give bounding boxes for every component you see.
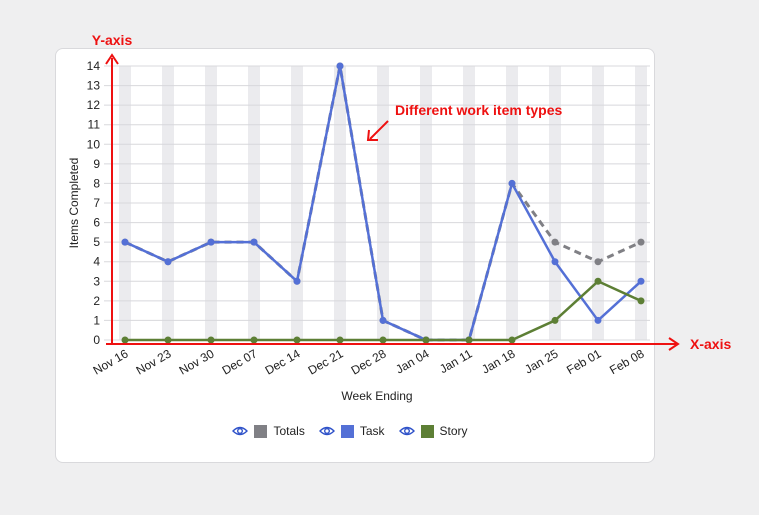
x-axis-title: Week Ending xyxy=(341,389,412,403)
data-point-task xyxy=(551,258,559,266)
x-tick-label: Nov 23 xyxy=(134,346,174,377)
y-tick-label: 13 xyxy=(87,79,101,93)
y-tick-label: 6 xyxy=(93,216,100,230)
y-tick-label: 11 xyxy=(88,118,101,132)
y-tick-label: 0 xyxy=(93,333,100,347)
y-axis-annotation: Y-axis xyxy=(92,32,133,48)
eye-icon[interactable] xyxy=(318,425,335,437)
legend-swatch xyxy=(254,424,268,438)
legend-label: Task xyxy=(359,424,385,438)
y-tick-label: 9 xyxy=(93,157,100,171)
legend-swatch xyxy=(340,424,354,438)
x-tick-label: Dec 28 xyxy=(349,346,389,377)
series-points xyxy=(121,62,645,344)
x-tick-label: Dec 07 xyxy=(220,346,260,377)
annotation-overlay: Y-axis X-axis Different work item types xyxy=(92,32,732,352)
legend-swatch xyxy=(420,424,434,438)
x-tick-label: Dec 21 xyxy=(306,346,346,377)
data-point-story xyxy=(379,336,387,344)
x-tick-labels: Nov 16 Nov 23 Nov 30 Dec 07 Dec 14 Dec 21 Dec … xyxy=(91,346,647,377)
data-point-story xyxy=(336,336,344,344)
y-tick-label: 12 xyxy=(87,98,101,112)
x-axis-arrowhead xyxy=(668,337,680,351)
data-point-story xyxy=(422,336,430,344)
data-point-task xyxy=(379,316,387,324)
callout-arrowhead xyxy=(366,129,378,141)
legend-label: Story xyxy=(439,424,468,438)
legend-item-task[interactable]: Task xyxy=(318,424,385,438)
x-axis-annotation: X-axis xyxy=(690,336,731,352)
data-point-task xyxy=(594,316,602,324)
y-tick-label: 8 xyxy=(93,176,100,190)
data-point-totals xyxy=(594,258,602,266)
data-point-task xyxy=(336,62,344,70)
y-tick-label: 4 xyxy=(93,255,100,269)
data-point-story xyxy=(121,336,129,344)
y-tick-label: 7 xyxy=(93,196,100,210)
data-point-task xyxy=(164,258,172,266)
data-point-totals xyxy=(637,238,645,246)
callout-annotation: Different work item types xyxy=(395,102,562,118)
data-point-story xyxy=(293,336,301,344)
x-tick-label: Feb 01 xyxy=(564,346,604,377)
data-point-story xyxy=(465,336,473,344)
callout-arrow xyxy=(369,120,389,140)
x-tick-label: Jan 11 xyxy=(437,346,475,376)
data-point-task xyxy=(508,179,516,187)
data-point-story xyxy=(508,336,516,344)
y-tick-label: 1 xyxy=(93,313,100,327)
y-tick-label: 14 xyxy=(87,59,101,73)
legend-item-story[interactable]: Story xyxy=(398,424,468,438)
data-point-task xyxy=(637,277,645,285)
data-point-task xyxy=(250,238,258,246)
y-tick-label: 2 xyxy=(93,294,100,308)
data-point-story xyxy=(637,297,645,305)
data-point-task xyxy=(207,238,215,246)
eye-icon[interactable] xyxy=(232,425,249,437)
legend-label: Totals xyxy=(273,424,305,438)
x-tick-label: Dec 14 xyxy=(263,346,303,377)
data-point-story xyxy=(250,336,258,344)
data-point-story xyxy=(164,336,172,344)
x-tick-label: Jan 18 xyxy=(479,346,517,376)
y-tick-label: 5 xyxy=(93,235,100,249)
data-point-task xyxy=(293,277,301,285)
data-point-story xyxy=(594,277,602,285)
y-axis-title: Items Completed xyxy=(67,158,81,249)
x-tick-label: Nov 16 xyxy=(91,346,131,377)
eye-icon[interactable] xyxy=(398,425,415,437)
legend-item-totals[interactable]: Totals xyxy=(232,424,305,438)
x-tick-label: Feb 08 xyxy=(607,346,647,377)
x-tick-label: Jan 04 xyxy=(393,346,431,376)
y-tick-label: 10 xyxy=(87,137,101,151)
data-point-task xyxy=(121,238,129,246)
data-point-story xyxy=(551,316,559,324)
data-point-story xyxy=(207,336,215,344)
chart-legend: Totals Task Story xyxy=(0,424,700,438)
data-point-totals xyxy=(551,238,559,246)
x-tick-label: Nov 30 xyxy=(177,346,217,377)
x-tick-label: Jan 25 xyxy=(522,346,560,376)
y-axis-arrowhead xyxy=(105,53,119,65)
y-tick-label: 3 xyxy=(93,274,100,288)
